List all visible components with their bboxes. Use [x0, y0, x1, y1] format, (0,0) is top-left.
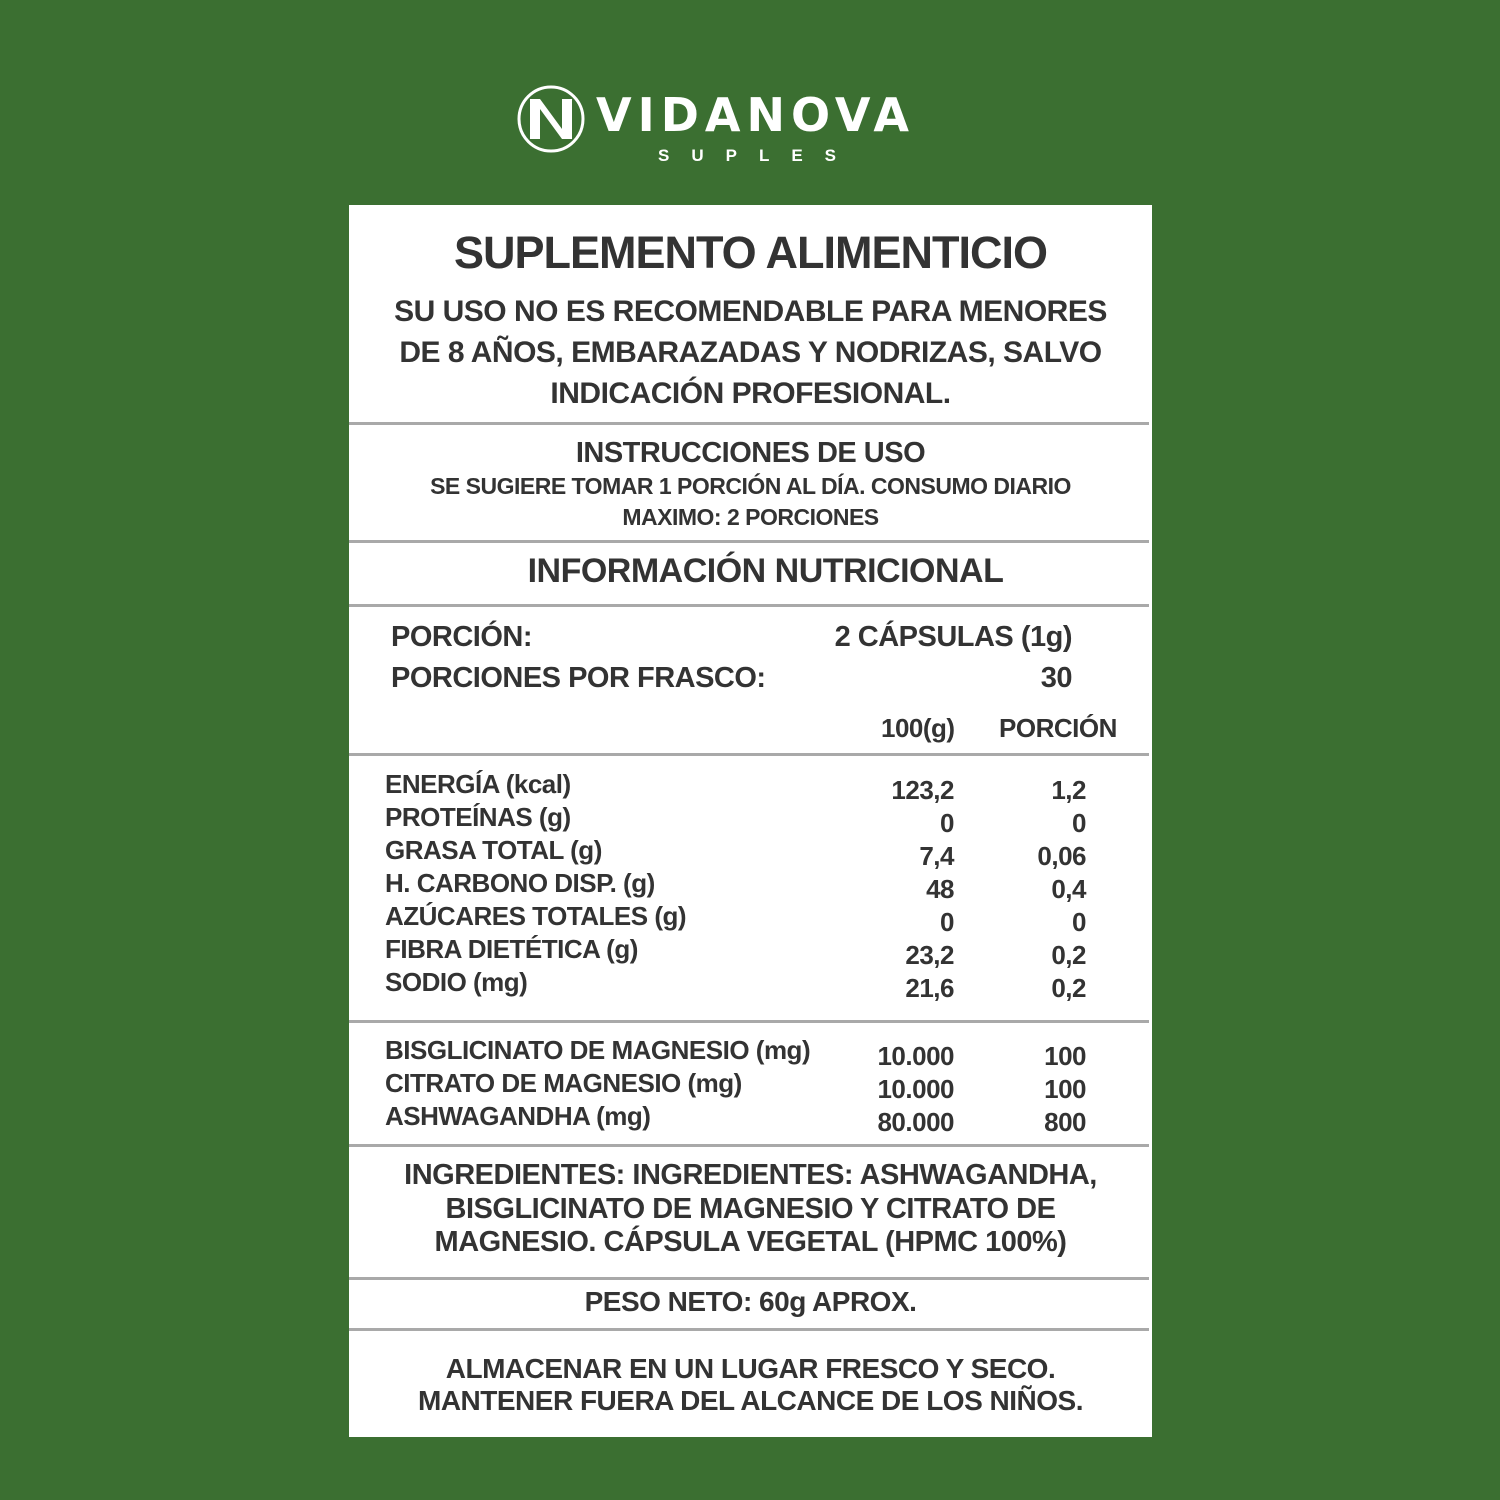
- brand-logo: VIDANOVA SUPLES: [516, 84, 986, 174]
- nutrient-per-100g: 23,2: [905, 940, 954, 970]
- nutrient-name: AZÚCARES TOTALES (g): [385, 901, 687, 931]
- nutrient-per-100g: 0: [940, 907, 954, 937]
- nutrient-name: FIBRA DIETÉTICA (g): [385, 934, 638, 964]
- divider: [349, 1328, 1149, 1331]
- nutrient-per-100g: 10.000: [877, 1074, 954, 1104]
- nutrient-per-100g: 48: [926, 874, 954, 904]
- nutrient-name: ASHWAGANDHA (mg): [385, 1101, 651, 1131]
- nutrient-name: PROTEÍNAS (g): [385, 802, 571, 832]
- ingredients-line: INGREDIENTES: INGREDIENTES: ASHWAGANDHA,: [404, 1159, 1097, 1191]
- divider: [349, 1144, 1149, 1147]
- nutrient-per-portion: 100: [1044, 1074, 1086, 1104]
- nutrition-label: SUPLEMENTO ALIMENTICIO SU USO NO ES RECO…: [349, 205, 1152, 1437]
- divider: [349, 1277, 1149, 1280]
- nutrient-per-100g: 10.000: [877, 1041, 954, 1071]
- nutrient-name: ENERGÍA (kcal): [385, 769, 571, 799]
- nutrient-name: GRASA TOTAL (g): [385, 835, 602, 865]
- nutrient-per-portion: 0,2: [1051, 940, 1086, 970]
- ingredients-line: BISGLICINATO DE MAGNESIO Y CITRATO DE: [445, 1193, 1056, 1225]
- nutrient-per-portion: 1,2: [1051, 775, 1086, 805]
- divider: [349, 1020, 1149, 1023]
- brand-tagline: SUPLES: [658, 146, 859, 165]
- net-weight: PESO NETO: 60g APROX.: [584, 1286, 917, 1317]
- storage-line: MANTENER FUERA DEL ALCANCE DE LOS NIÑOS.: [418, 1385, 1084, 1416]
- column-header-portion: PORCIÓN: [999, 713, 1117, 743]
- warning-line: SU USO NO ES RECOMENDABLE PARA MENORES: [394, 295, 1107, 328]
- nutrient-per-portion: 0,4: [1051, 874, 1086, 904]
- divider: [349, 422, 1149, 425]
- brand-name: VIDANOVA: [596, 88, 915, 142]
- nutrient-name: CITRATO DE MAGNESIO (mg): [385, 1068, 742, 1098]
- nutrient-name: H. CARBONO DISP. (g): [385, 868, 655, 898]
- instructions-heading: INSTRUCCIONES DE USO: [575, 437, 926, 469]
- nutrient-per-100g: 7,4: [919, 841, 954, 871]
- nutrient-name: BISGLICINATO DE MAGNESIO (mg): [385, 1035, 811, 1065]
- warning-line: DE 8 AÑOS, EMBARAZADAS Y NODRIZAS, SALVO: [399, 336, 1102, 369]
- nutrient-per-100g: 21,6: [905, 973, 954, 1003]
- nutrient-per-portion: 800: [1044, 1107, 1086, 1137]
- nutrient-per-portion: 0: [1072, 907, 1086, 937]
- storage-line: ALMACENAR EN UN LUGAR FRESCO Y SECO.: [445, 1353, 1056, 1384]
- logo-emblem-icon: [517, 85, 585, 153]
- nutrient-per-portion: 100: [1044, 1041, 1086, 1071]
- ingredients-line: MAGNESIO. CÁPSULA VEGETAL (HPMC 100%): [434, 1226, 1067, 1258]
- instructions-line: MAXIMO: 2 PORCIONES: [622, 504, 879, 530]
- servings-label: PORCIONES POR FRASCO:: [391, 662, 766, 694]
- instructions-line: SE SUGIERE TOMAR 1 PORCIÓN AL DÍA. CONSU…: [430, 473, 1071, 499]
- divider: [349, 604, 1149, 607]
- nutrient-per-portion: 0,2: [1051, 973, 1086, 1003]
- nutrient-name: SODIO (mg): [385, 967, 528, 997]
- servings-value: 30: [1040, 662, 1073, 694]
- divider: [349, 753, 1149, 756]
- nutrient-per-portion: 0,06: [1037, 841, 1086, 871]
- portion-value: 2 CÁPSULAS (1g): [834, 621, 1073, 653]
- nutrient-per-100g: 80.000: [877, 1107, 954, 1137]
- column-header-100g: 100(g): [881, 713, 955, 743]
- label-title: SUPLEMENTO ALIMENTICIO: [453, 227, 1048, 278]
- nutrient-per-portion: 0: [1072, 808, 1086, 838]
- nutrient-per-100g: 0: [940, 808, 954, 838]
- divider: [349, 540, 1149, 543]
- warning-line: INDICACIÓN PROFESIONAL.: [550, 377, 951, 410]
- nutrition-heading: INFORMACIÓN NUTRICIONAL: [527, 552, 1004, 590]
- nutrient-per-100g: 123,2: [891, 775, 954, 805]
- portion-label: PORCIÓN:: [391, 621, 533, 653]
